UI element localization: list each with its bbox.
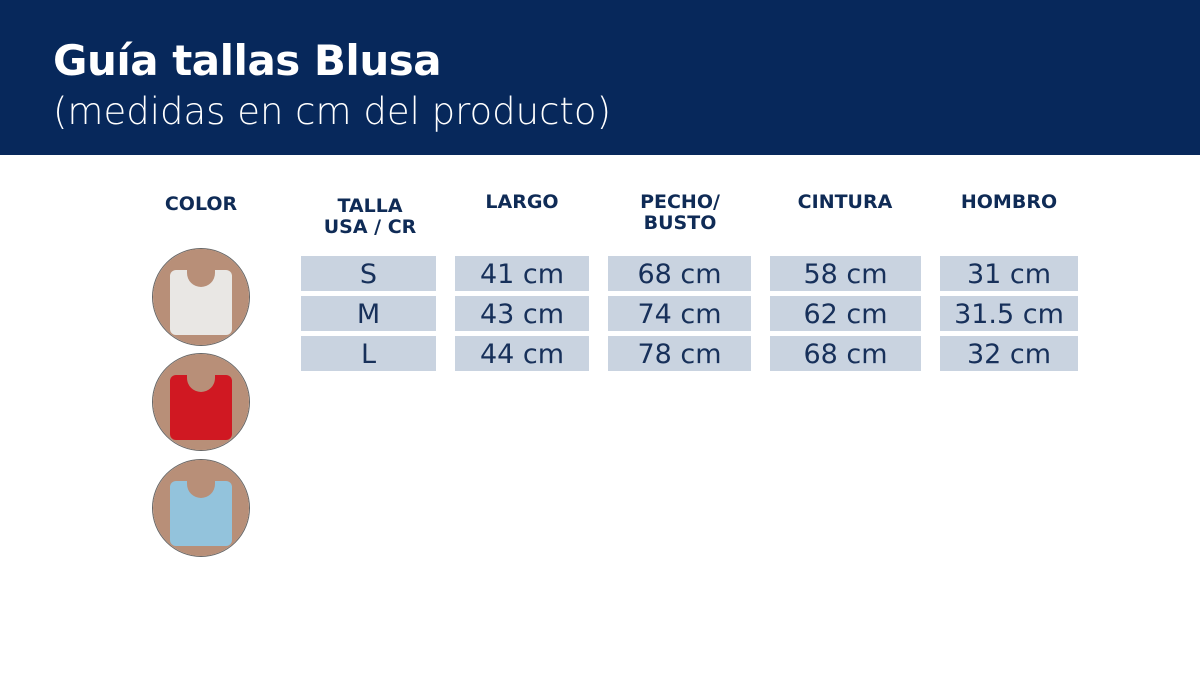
table-cell: M [301,296,436,331]
table-cell: 78 cm [608,336,751,371]
table-cell: 62 cm [770,296,921,331]
color-swatch-white-top[interactable] [152,248,250,346]
page-title: Guía tallas Blusa [53,36,442,85]
table-cell: 44 cm [455,336,589,371]
table-cell: 31 cm [940,256,1078,291]
color-swatch-light-blue-top[interactable] [152,459,250,557]
table-cell: 68 cm [608,256,751,291]
table-cell: S [301,256,436,291]
column-header: CINTURA [797,191,893,213]
table-cell: 58 cm [770,256,921,291]
header-banner: Guía tallas Blusa (medidas en cm del pro… [0,0,1200,155]
table-cell: 31.5 cm [940,296,1078,331]
color-swatch-red-top[interactable] [152,353,250,451]
column-header: LARGO [485,191,559,213]
column-header: COLOR [164,193,238,215]
table-cell: 43 cm [455,296,589,331]
table-cell: L [301,336,436,371]
column-header: HOMBRO [960,191,1058,213]
table-cell: 32 cm [940,336,1078,371]
table-cell: 74 cm [608,296,751,331]
table-cell: 68 cm [770,336,921,371]
table-cell: 41 cm [455,256,589,291]
page-subtitle: (medidas en cm del producto) [53,90,611,133]
column-header: PECHO/ BUSTO [640,191,720,234]
column-header: TALLA USA / CR [323,195,417,238]
